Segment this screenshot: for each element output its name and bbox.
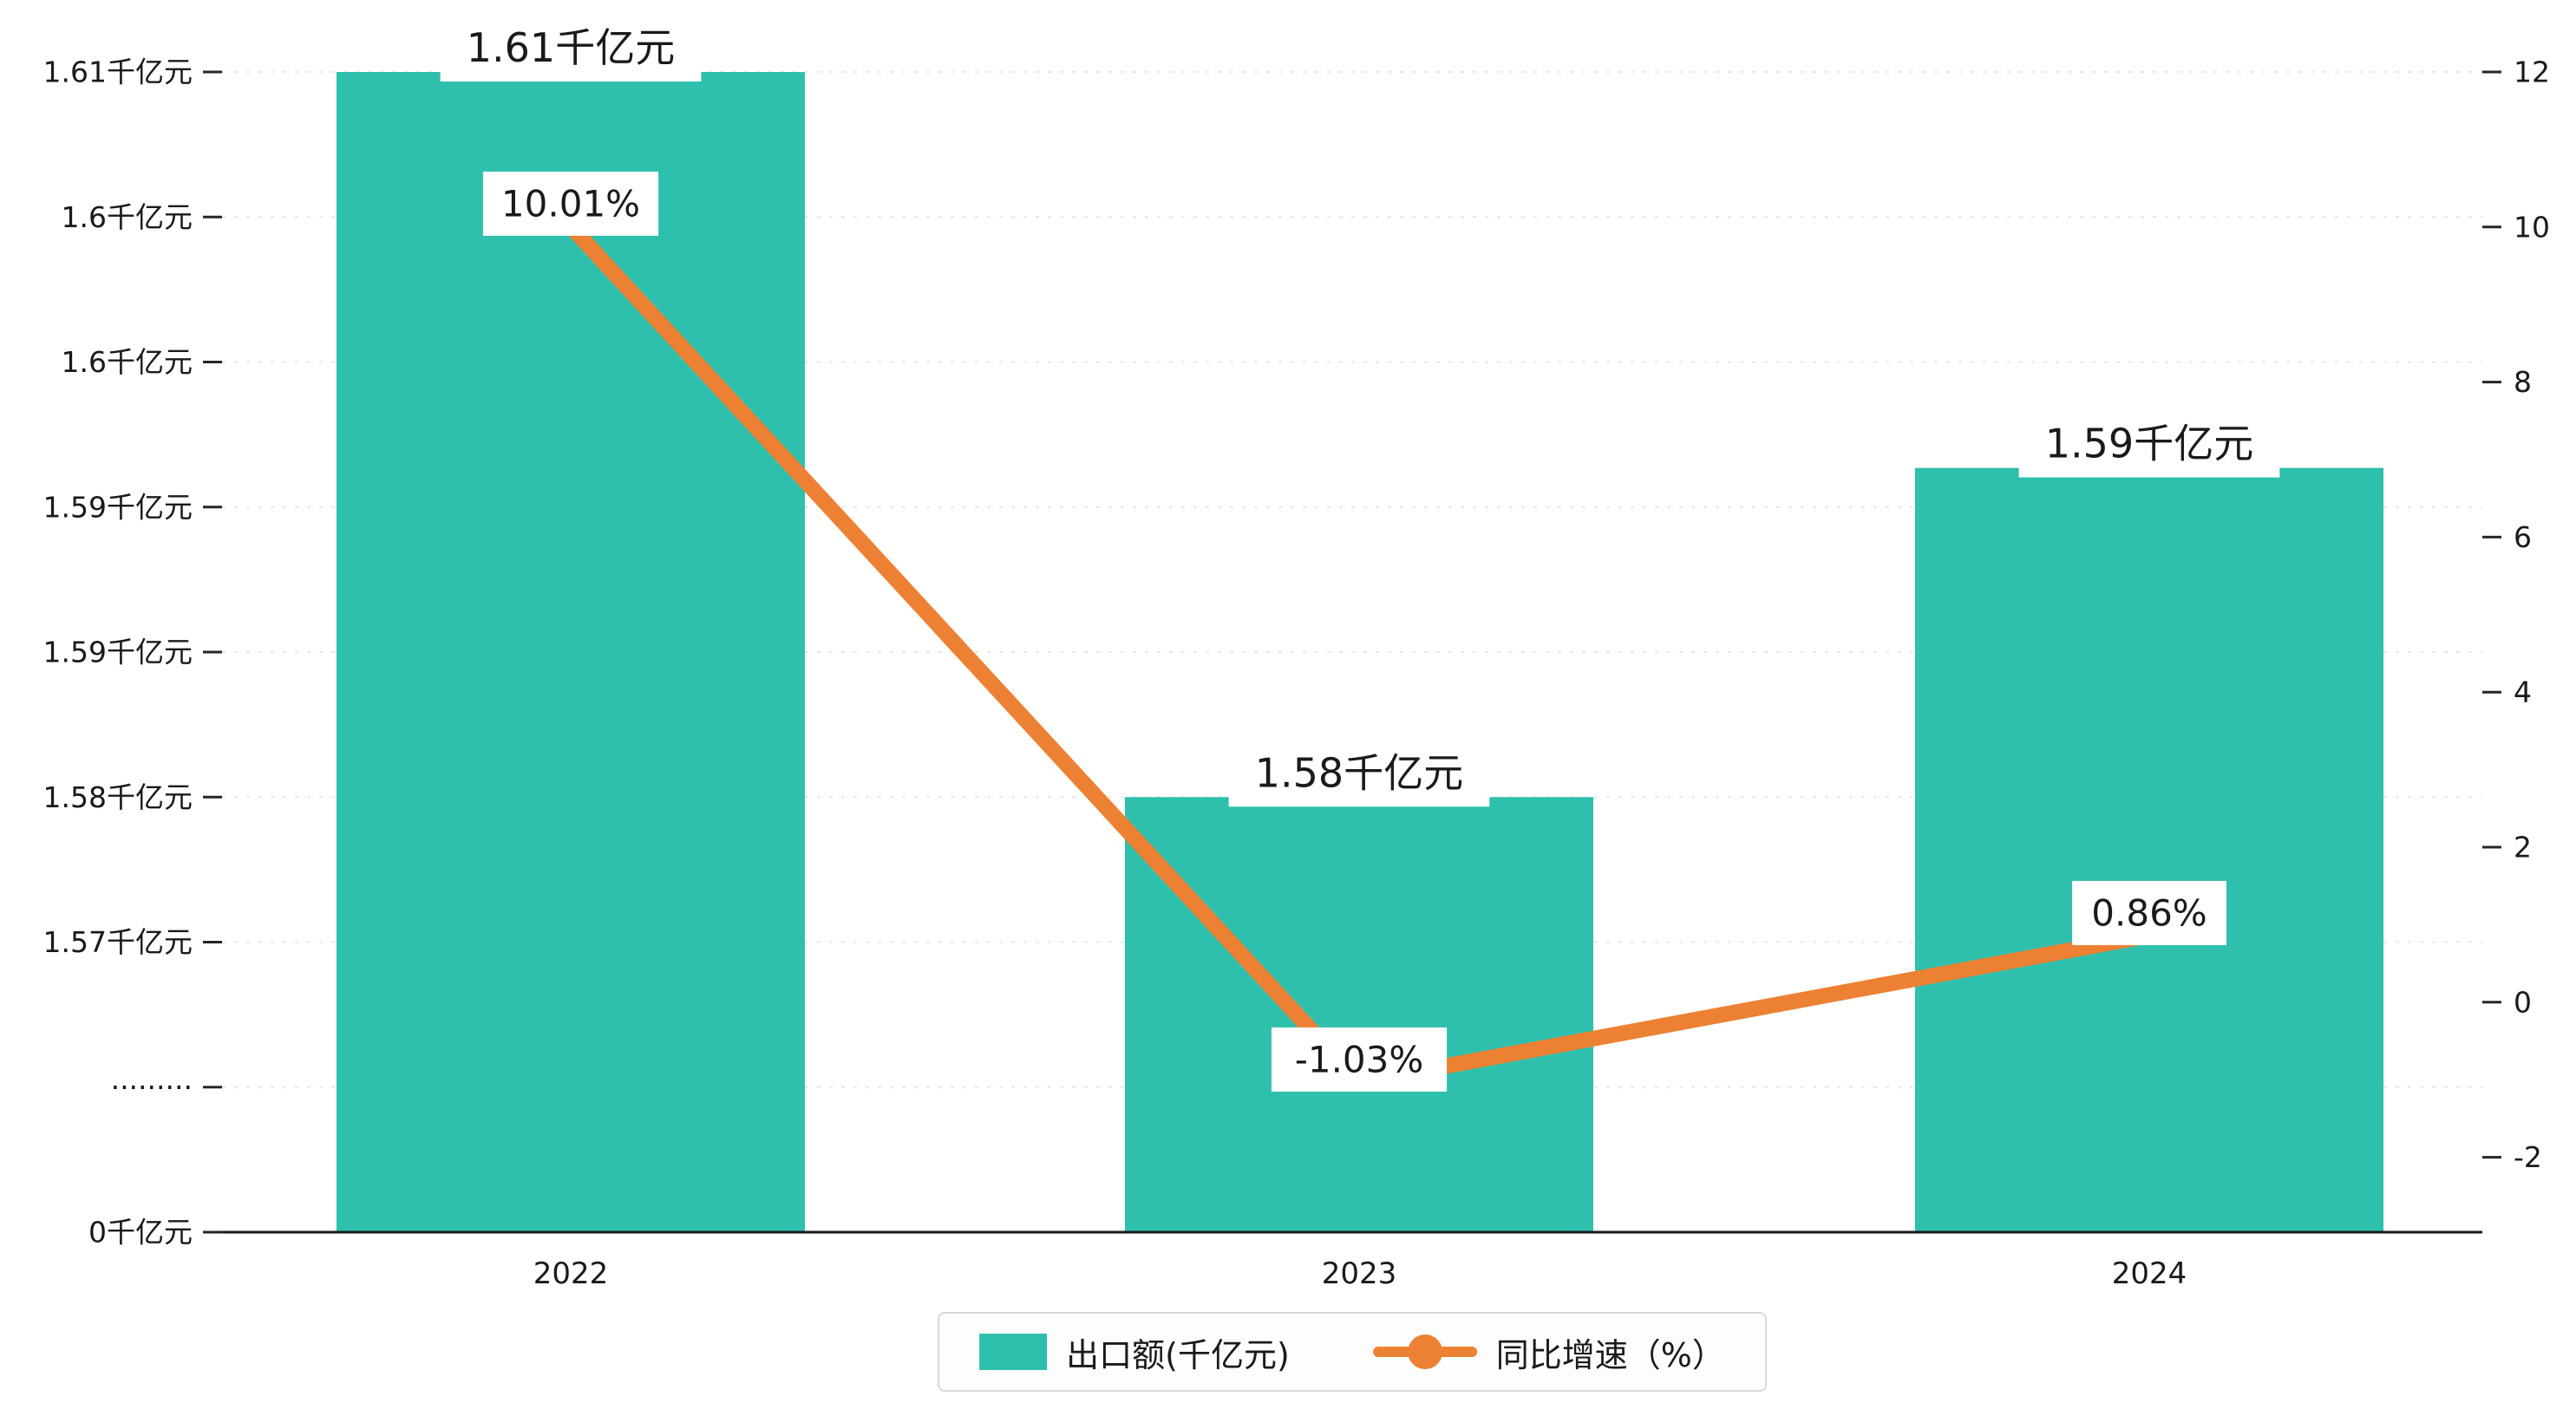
growth-value-label-2024-bg bbox=[2072, 880, 2226, 945]
y-axis-tick-label: 1.57千亿元 bbox=[43, 925, 193, 959]
secondary-y-axis-tick-label: 0 bbox=[2514, 985, 2532, 1019]
x-axis-label: 2023 bbox=[1322, 1256, 1397, 1291]
legend-label-growth: 同比增速（%） bbox=[1495, 1335, 1725, 1374]
secondary-y-axis-tick-label: 12 bbox=[2514, 55, 2550, 89]
secondary-y-axis-tick-label: -2 bbox=[2514, 1140, 2542, 1174]
bar-value-label-2023: 1.58千亿元 bbox=[1255, 749, 1463, 796]
legend: 出口额(千亿元) 同比增速（%） bbox=[938, 1312, 1767, 1392]
bar-value-label-2024: 1.59千亿元 bbox=[2045, 421, 2253, 467]
bar-value-label-2022: 1.61千亿元 bbox=[467, 24, 675, 71]
line-series-marker-dot bbox=[1407, 1334, 1442, 1369]
bar-series-swatch bbox=[979, 1334, 1048, 1370]
y-axis-tick-label: ········· bbox=[111, 1070, 193, 1104]
y-axis-tick-label: 1.6千亿元 bbox=[62, 200, 193, 234]
legend-item-export: 出口额(千亿元) bbox=[979, 1328, 1290, 1376]
bar-value-label-2024-bg bbox=[2018, 409, 2280, 478]
legend-label-export: 出口额(千亿元) bbox=[1066, 1335, 1290, 1374]
growth-value-label-2024: 0.86% bbox=[2091, 891, 2207, 934]
growth-value-label-2023-bg bbox=[1271, 1027, 1448, 1092]
secondary-y-axis-tick-label: 4 bbox=[2514, 675, 2532, 709]
bar-2023 bbox=[1125, 797, 1593, 1232]
secondary-y-axis-tick-label: 8 bbox=[2514, 365, 2532, 399]
x-axis-label: 2024 bbox=[2112, 1256, 2187, 1291]
growth-value-label-2023: -1.03% bbox=[1295, 1038, 1424, 1080]
secondary-y-axis-tick-label: 2 bbox=[2514, 831, 2532, 865]
secondary-y-axis-tick-label: 6 bbox=[2514, 520, 2532, 554]
y-axis-tick-label: 1.59千亿元 bbox=[43, 490, 193, 524]
secondary-y-axis-tick-label: 10 bbox=[2514, 210, 2550, 244]
x-axis-label: 2022 bbox=[533, 1256, 609, 1291]
y-axis-tick-label: 1.59千亿元 bbox=[43, 636, 193, 669]
growth-value-label-2022: 10.01% bbox=[501, 182, 640, 225]
y-axis-tick-label: 1.61千亿元 bbox=[43, 55, 193, 89]
bar-2022 bbox=[337, 72, 805, 1232]
growth-value-label-2022-bg bbox=[482, 171, 659, 236]
bar-value-label-2022-bg bbox=[440, 14, 702, 82]
y-axis-tick-label: 1.58千亿元 bbox=[43, 780, 193, 814]
y-axis-tick-label: 0千亿元 bbox=[88, 1216, 193, 1250]
bar-2024 bbox=[1915, 467, 2383, 1232]
legend-item-growth: 同比增速（%） bbox=[1372, 1328, 1725, 1376]
line-series-marker bbox=[1372, 1334, 1477, 1369]
bar-value-label-2023-bg bbox=[1228, 739, 1490, 807]
y-axis-tick-label: 1.6千亿元 bbox=[62, 345, 193, 379]
